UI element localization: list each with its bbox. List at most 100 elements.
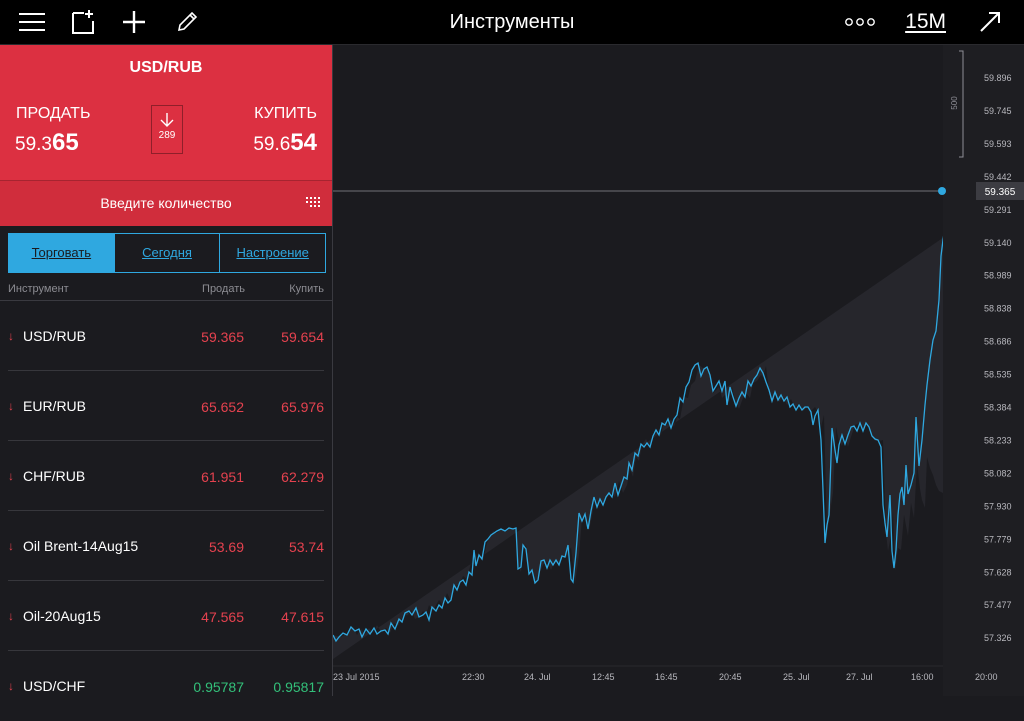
y-tick-label: 59.745 [984,106,1012,116]
last-price-marker [938,187,946,195]
instrument-row[interactable]: ↓ USD/CHF 0.95787 0.95817 [0,651,332,721]
y-tick-label: 57.628 [984,567,1012,577]
current-price-value: 59.365 [985,187,1016,198]
row-divider [8,510,324,511]
y-tick-label: 57.930 [984,501,1012,511]
y-tick-label: 59.291 [984,205,1012,215]
tab-trade[interactable]: Торговать [9,234,114,272]
timeframe-selector[interactable]: 15M [905,10,946,33]
tab-today[interactable]: Сегодня [113,234,220,272]
current-price-tag [976,182,1024,200]
spread-value: 289 [158,130,176,141]
y-tick-label: 59.140 [984,238,1012,248]
scale-bracket [959,50,964,158]
x-tick-label: 24. Jul [524,672,551,682]
more-icon[interactable] [845,8,875,36]
instrument-name: CHF/RUB [23,468,86,484]
x-tick-label: 20:45 [719,672,742,682]
arrow-down-icon [152,112,182,130]
y-tick-label: 59.442 [984,172,1012,182]
buy-value[interactable]: 65.976 [281,399,324,415]
price-line [333,235,943,643]
x-tick-label: 12:45 [592,672,615,682]
quote-panel: USD/RUB ПРОДАТЬ 59.365 289 КУПИТЬ 59.654… [0,45,332,226]
y-tick-label: 58.233 [984,435,1012,445]
x-tick-label: 22:30 [462,672,485,682]
x-axis-ticks: 23 Jul 2015 22:30 24. Jul 12:45 16:45 20:45 25… [333,672,998,682]
instrument-name: Oil-20Aug15 [23,608,101,624]
arrow-down-icon: ↓ [8,329,14,343]
price-area [333,237,943,659]
y-tick-label: 58.082 [984,468,1012,478]
instrument-row[interactable]: ↓ Oil-20Aug15 47.565 47.615 [0,581,332,651]
column-sell: Продать [202,283,245,295]
expand-icon[interactable] [977,8,1003,36]
instrument-name: USD/RUB [23,328,87,344]
buy-label[interactable]: КУПИТЬ [254,105,317,122]
sell-value[interactable]: 53.69 [208,539,244,555]
price-chart[interactable]: 500 59.365 59.896 59.745 59.593 59.442 59.29… [333,45,1024,696]
row-divider [8,370,324,371]
keypad-icon[interactable] [306,196,320,214]
y-tick-label: 57.477 [984,600,1012,610]
add-page-icon[interactable] [70,8,96,36]
scale-label: 500 [950,96,959,110]
spread-indicator: 289 [151,105,183,154]
buy-value[interactable]: 62.279 [281,469,324,485]
sell-value[interactable]: 0.95787 [193,679,244,695]
menu-icon[interactable] [18,8,46,36]
buy-value[interactable]: 59.654 [281,329,324,345]
row-divider [8,580,324,581]
y-axis-ticks: 59.896 59.745 59.593 59.442 59.291 59.140 58.9… [984,73,1012,643]
y-axis-area [943,45,1024,696]
chart-canvas[interactable]: 500 59.365 59.896 59.745 59.593 59.442 59.29… [333,45,1024,696]
instrument-name: Oil Brent-14Aug15 [23,538,139,554]
y-tick-label: 58.686 [984,337,1012,347]
arrow-down-icon: ↓ [8,539,14,553]
column-instrument: Инструмент [8,283,69,295]
column-buy: Купить [289,283,324,295]
table-header: Инструмент Продать Купить [0,283,332,301]
buy-value[interactable]: 53.74 [288,539,324,555]
y-tick-label: 58.838 [984,304,1012,314]
sell-label[interactable]: ПРОДАТЬ [16,105,91,122]
instrument-name: USD/CHF [23,678,86,694]
quantity-field[interactable]: Введите количество [0,180,332,226]
y-tick-label: 57.779 [984,534,1012,544]
instrument-row[interactable]: ↓ Oil Brent-14Aug15 53.69 53.74 [0,511,332,581]
arrow-down-icon: ↓ [8,469,14,483]
buy-value[interactable]: 47.615 [281,609,324,625]
arrow-down-icon: ↓ [8,679,14,693]
sell-value[interactable]: 65.652 [201,399,244,415]
x-tick-label: 20:00 [975,672,998,682]
quote-pair: USD/RUB [129,59,203,76]
buy-value[interactable]: 0.95817 [273,679,324,695]
sell-value[interactable]: 47.565 [201,609,244,625]
y-tick-label: 59.896 [984,73,1012,83]
pencil-icon[interactable] [175,8,199,36]
arrow-down-icon: ↓ [8,609,14,623]
buy-price[interactable]: 59.654 [253,129,317,156]
y-tick-label: 58.384 [984,403,1012,413]
instrument-name: EUR/RUB [23,398,87,414]
divider [0,300,332,301]
x-tick-label: 25. Jul [783,672,810,682]
y-tick-label: 57.326 [984,633,1012,643]
x-tick-label: 16:45 [655,672,678,682]
instrument-row[interactable]: ↓ CHF/RUB 61.951 62.279 [0,441,332,511]
sell-price[interactable]: 59.365 [15,129,79,156]
y-tick-label: 59.593 [984,139,1012,149]
instrument-row[interactable]: ↓ USD/RUB 59.365 59.654 [0,301,332,371]
row-divider [8,650,324,651]
sell-value[interactable]: 61.951 [201,469,244,485]
instrument-row[interactable]: ↓ EUR/RUB 65.652 65.976 [0,371,332,441]
x-tick-label: 27. Jul [846,672,873,682]
sell-value[interactable]: 59.365 [201,329,244,345]
y-tick-label: 58.535 [984,370,1012,380]
tab-sentiment[interactable]: Настроение [219,234,325,272]
x-tick-label: 16:00 [911,672,934,682]
arrow-down-icon: ↓ [8,399,14,413]
quantity-placeholder: Введите количество [100,195,232,211]
plus-icon[interactable] [121,8,147,36]
x-tick-label: 23 Jul 2015 [333,672,380,682]
